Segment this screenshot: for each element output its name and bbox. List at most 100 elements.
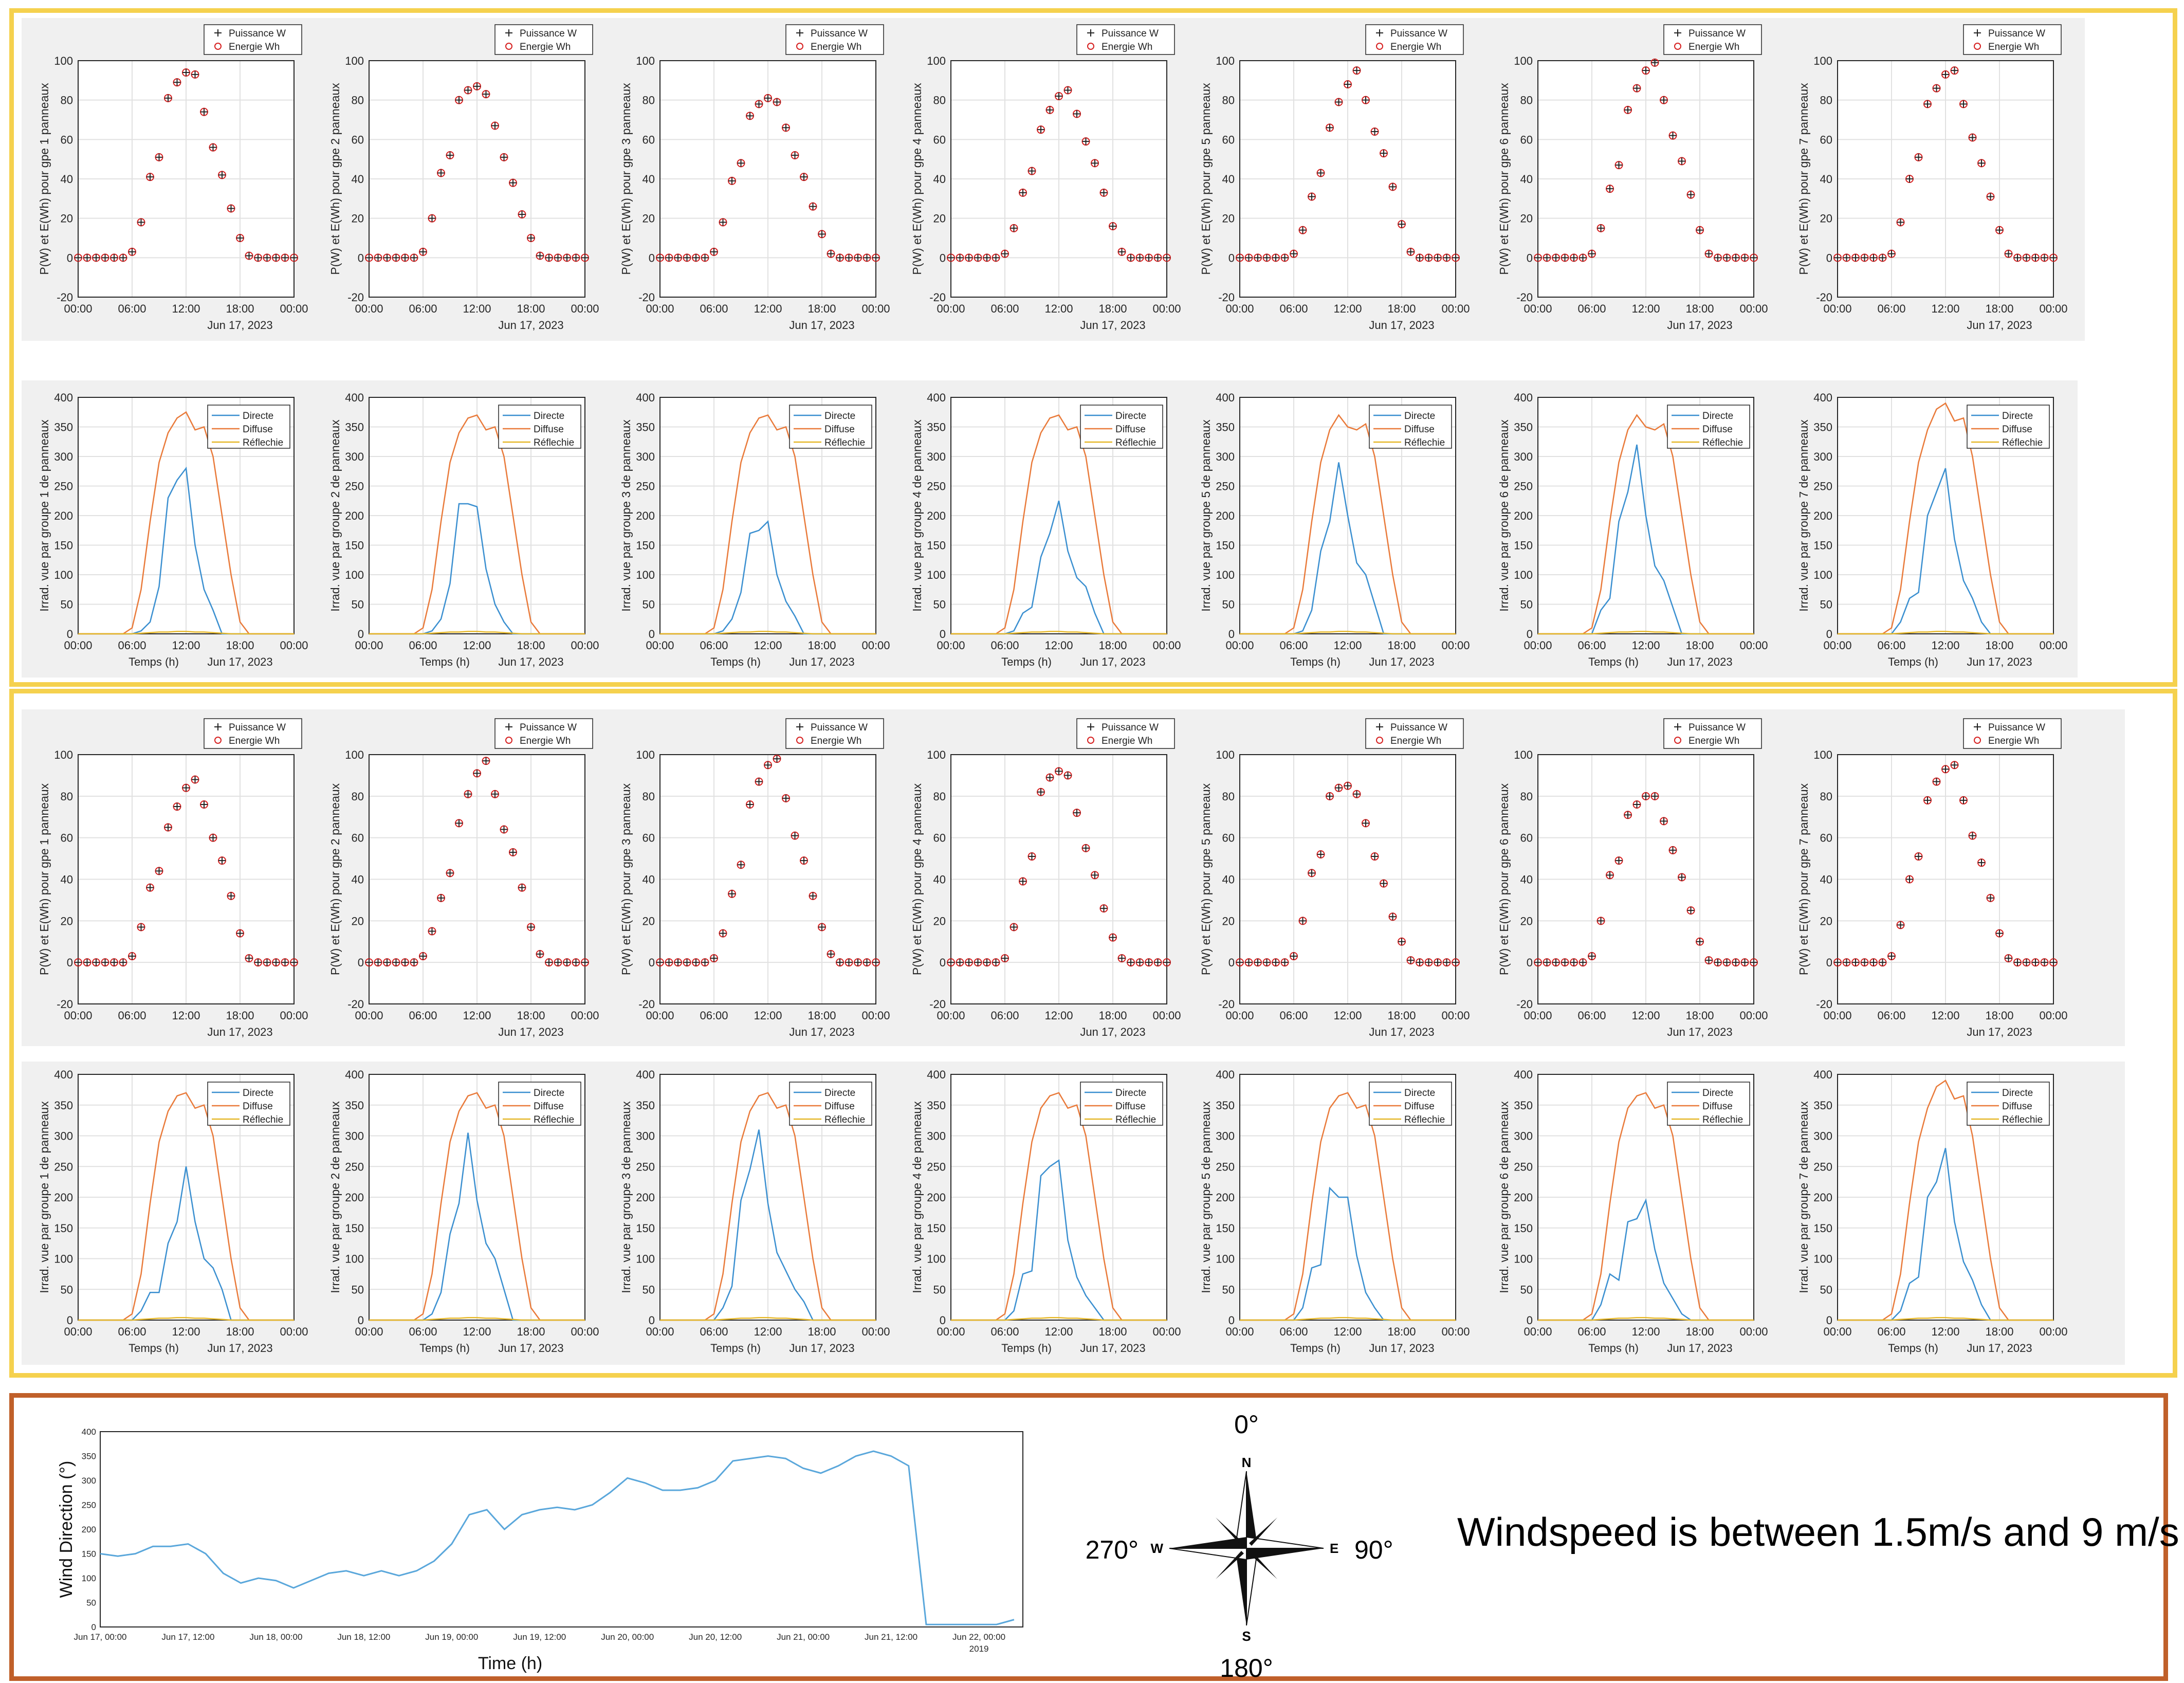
compass-south-arm-light <box>1246 1548 1259 1626</box>
x-tick-label: 12:00 <box>463 1325 491 1338</box>
puissance-marker <box>1245 959 1253 966</box>
legend-label-diffuse-line: Diffuse <box>1115 1101 1146 1112</box>
puissance-marker <box>1669 846 1677 854</box>
legend-label-reflected-line: Réflechie <box>1404 1114 1445 1125</box>
puissance-marker <box>383 959 391 966</box>
x-tick-label: 06:00 <box>1279 639 1308 652</box>
puissance-marker <box>1906 175 1913 182</box>
x-tick-label: 06:00 <box>118 1009 146 1022</box>
legend-energie-label: Energie Wh <box>1988 42 2039 52</box>
puissance-marker <box>1290 250 1297 258</box>
legend-box <box>1667 1082 1750 1126</box>
puissance-marker <box>272 254 280 262</box>
puissance-marker <box>1606 871 1613 879</box>
y-tick-label: 80 <box>1222 790 1235 803</box>
puissance-marker <box>1633 801 1641 808</box>
puissance-marker <box>956 959 964 966</box>
puissance-marker <box>1434 959 1441 966</box>
x-tick-label: 18:00 <box>807 1325 836 1338</box>
y-axis-label: P(W) et E(Wh) pour gpe 5 panneaux <box>1199 83 1213 275</box>
y-tick-label: 100 <box>54 748 73 761</box>
x-tick-label: 00:00 <box>646 1009 674 1022</box>
x-tick-label: 00:00 <box>355 302 383 315</box>
compass-90-degrees: 90° <box>1354 1535 1393 1564</box>
puissance-marker <box>965 254 972 262</box>
puissance-marker <box>956 254 964 262</box>
y-tick-label: 100 <box>54 54 73 67</box>
y-tick-label: 200 <box>345 1191 364 1204</box>
y-tick-label: 60 <box>643 832 655 845</box>
puissance-marker <box>1127 959 1134 966</box>
x-axis-label: Temps (h) <box>1888 655 1938 668</box>
puissance-marker <box>173 79 181 86</box>
y-tick-label: 250 <box>82 1501 96 1510</box>
puissance-marker <box>527 923 535 931</box>
y-tick-label: 60 <box>1520 832 1533 845</box>
y-axis-label: Irrad. vue par groupe 3 de panneaux <box>619 419 633 612</box>
plot-frame <box>1239 754 1456 1004</box>
puissance-marker <box>392 959 400 966</box>
y-tick-label: 50 <box>933 598 946 611</box>
puissance-marker <box>419 953 427 960</box>
puissance-marker <box>554 254 562 262</box>
puissance-marker <box>1109 223 1116 230</box>
y-tick-label: 80 <box>643 790 655 803</box>
legend-puissance-marker <box>1974 723 1981 730</box>
x-tick-label: 06:00 <box>409 1009 437 1022</box>
legend-box <box>1369 1082 1452 1126</box>
puissance-marker <box>1154 959 1162 966</box>
y-tick-label: 150 <box>82 1549 96 1559</box>
puissance-marker <box>1570 254 1577 262</box>
puissance-marker <box>1888 250 1895 258</box>
legend-label-reflected-line: Réflechie <box>534 1114 574 1125</box>
date-label: Jun 17, 2023 <box>498 655 563 668</box>
y-tick-label: 200 <box>927 1191 946 1204</box>
date-label: Jun 17, 2023 <box>789 655 854 668</box>
x-tick-label: 12:00 <box>1044 1325 1073 1338</box>
puissance-marker <box>1933 84 1940 92</box>
y-tick-label: -20 <box>1816 998 1832 1011</box>
legend-puissance-marker <box>1674 723 1681 730</box>
puissance-marker <box>1308 869 1315 877</box>
puissance-marker <box>2032 254 2039 262</box>
puissance-marker <box>1678 873 1685 881</box>
legend-label-diffuse-line: Diffuse <box>1702 1101 1733 1112</box>
puissance-marker <box>1741 959 1749 966</box>
y-tick-label: 150 <box>636 539 655 552</box>
puissance-marker <box>401 254 409 262</box>
puissance-marker <box>656 254 664 262</box>
puissance-marker <box>1398 221 1405 228</box>
x-tick-label: 00:00 <box>646 639 674 652</box>
puissance-marker <box>227 892 235 900</box>
compass-north-arm-light <box>1234 1471 1247 1549</box>
y-tick-label: 350 <box>1813 1099 1832 1112</box>
plot-frame <box>950 397 1167 634</box>
compass-north-letter: N <box>1242 1455 1252 1470</box>
y-tick-label: 350 <box>927 1099 946 1112</box>
puissance-marker <box>1906 875 1913 883</box>
legend-box <box>1967 1082 2050 1126</box>
legend-box <box>1076 24 1175 55</box>
x-tick-label: 12:00 <box>1931 1325 1959 1338</box>
x-tick-label: 06:00 <box>118 302 146 315</box>
x-tick-label: 18:00 <box>1098 1009 1127 1022</box>
y-tick-label: 0 <box>1228 251 1235 264</box>
x-tick-label: 00:00 <box>937 1325 965 1338</box>
x-tick-label: 00:00 <box>1524 302 1552 315</box>
compass-east-letter: E <box>1330 1541 1338 1556</box>
puissance-marker <box>1978 159 1985 167</box>
puissance-marker <box>509 848 517 856</box>
puissance-marker <box>737 159 745 167</box>
reflected-line <box>1240 631 1456 635</box>
x-tick-label: 00:00 <box>937 302 965 315</box>
plot-frame <box>659 1074 876 1321</box>
y-tick-label: 0 <box>940 956 946 969</box>
compass-0-degrees: 0° <box>1234 1410 1259 1439</box>
puissance-marker <box>446 152 454 159</box>
y-tick-label: 400 <box>1514 1068 1533 1081</box>
reflected-line <box>78 1316 294 1321</box>
